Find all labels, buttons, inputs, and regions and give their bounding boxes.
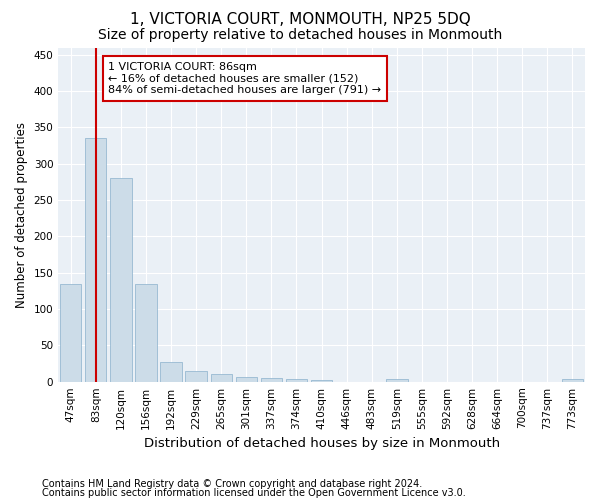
Bar: [185, 371, 207, 382]
Bar: [286, 379, 307, 382]
Bar: [136, 284, 157, 382]
Text: Size of property relative to detached houses in Monmouth: Size of property relative to detached ho…: [98, 28, 502, 42]
Bar: [311, 380, 332, 382]
Text: Contains public sector information licensed under the Open Government Licence v3: Contains public sector information licen…: [42, 488, 466, 498]
X-axis label: Distribution of detached houses by size in Monmouth: Distribution of detached houses by size …: [143, 437, 500, 450]
Bar: [562, 379, 583, 382]
Bar: [386, 379, 407, 382]
Bar: [211, 374, 232, 382]
Text: 1, VICTORIA COURT, MONMOUTH, NP25 5DQ: 1, VICTORIA COURT, MONMOUTH, NP25 5DQ: [130, 12, 470, 28]
Bar: [60, 284, 82, 382]
Bar: [160, 362, 182, 382]
Text: Contains HM Land Registry data © Crown copyright and database right 2024.: Contains HM Land Registry data © Crown c…: [42, 479, 422, 489]
Text: 1 VICTORIA COURT: 86sqm
← 16% of detached houses are smaller (152)
84% of semi-d: 1 VICTORIA COURT: 86sqm ← 16% of detache…: [109, 62, 382, 95]
Y-axis label: Number of detached properties: Number of detached properties: [15, 122, 28, 308]
Bar: [110, 178, 131, 382]
Bar: [236, 378, 257, 382]
Bar: [85, 138, 106, 382]
Bar: [261, 378, 282, 382]
